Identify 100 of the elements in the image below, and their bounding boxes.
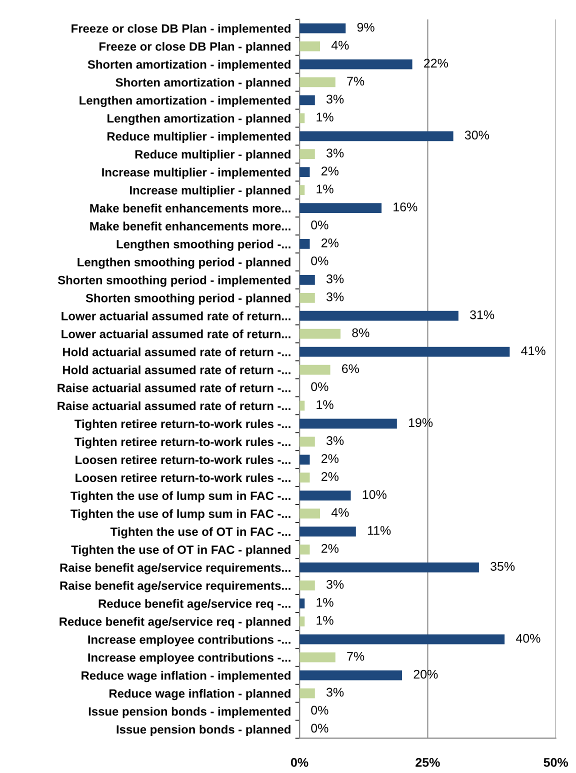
- data-label: 10%: [362, 490, 386, 499]
- y-tick-label: Shorten amortization - implemented: [88, 60, 290, 72]
- data-label: 1%: [316, 598, 334, 607]
- y-tick-label: Make benefit enhancements more...: [90, 204, 290, 212]
- data-label: 2%: [322, 544, 339, 553]
- y-tick-label: Reduce multiplier - planned: [135, 150, 290, 161]
- y-tick-label: Lengthen smoothing period -...: [116, 240, 290, 251]
- y-tick-label: Tighten the use of lump sum in FAC -...: [70, 509, 290, 520]
- data-label: 16%: [394, 202, 418, 212]
- bar: [300, 292, 315, 303]
- y-tick-label: Hold actuarial assumed rate of return -...: [63, 365, 290, 374]
- y-tick-label: Reduce benefit age/service req - planned: [60, 617, 290, 628]
- data-label: 2%: [322, 238, 339, 248]
- y-tick-label: Increase employee contributions -...: [88, 653, 290, 664]
- bar: [300, 328, 341, 339]
- data-label: 3%: [326, 688, 344, 697]
- bar: [300, 239, 310, 249]
- bar: [300, 490, 351, 501]
- data-label: 0%: [311, 382, 328, 392]
- y-tick-label: Lengthen amortization - implemented: [80, 96, 290, 108]
- y-tick-label: Increase multiplier - planned: [130, 186, 290, 197]
- data-label: 40%: [516, 634, 540, 643]
- bar: [300, 346, 510, 357]
- data-label: 9%: [357, 22, 374, 32]
- y-tick-label: Shorten smoothing period - planned: [86, 294, 290, 305]
- bar: [300, 688, 315, 698]
- y-tick-label: Increase employee contributions -...: [88, 635, 290, 646]
- data-label: 3%: [326, 436, 344, 446]
- bar: [300, 131, 454, 142]
- bar: [300, 274, 315, 285]
- data-label: 0%: [311, 256, 328, 266]
- data-label: 3%: [326, 94, 344, 104]
- data-label: 7%: [347, 76, 364, 86]
- y-tick-label: Issue pension bonds - implemented: [88, 706, 290, 718]
- y-tick-label: Raise actuarial assumed rate of return -...: [58, 401, 290, 410]
- y-tick-label: Increase multiplier - implemented: [102, 168, 290, 179]
- data-label: 22%: [424, 58, 448, 68]
- bar: [300, 580, 315, 590]
- data-label: 3%: [326, 274, 344, 284]
- bar: [300, 23, 346, 34]
- y-tick-label: Tighten the use of lump sum in FAC -...: [70, 491, 290, 502]
- x-tick-label: 25%: [416, 758, 440, 767]
- data-label: 3%: [326, 580, 344, 589]
- data-label: 0%: [311, 220, 328, 230]
- data-label: 0%: [311, 706, 328, 715]
- x-tick-label: 0%: [290, 758, 308, 767]
- y-tick-label: Lower actuarial assumed rate of return...: [62, 330, 290, 338]
- bar: [300, 508, 320, 519]
- data-label: 3%: [326, 292, 344, 302]
- bar: [300, 149, 315, 160]
- data-label: 19%: [408, 418, 433, 428]
- bar: [300, 634, 505, 644]
- y-tick-label: Shorten smoothing period - implemented: [58, 276, 290, 287]
- y-tick-label: Tighten retiree return-to-work rules -...: [74, 419, 290, 431]
- bar: [300, 59, 412, 70]
- y-tick-label: Freeze or close DB Plan - implemented: [72, 24, 290, 36]
- y-tick-label: Tighten the use of OT in FAC -...: [110, 527, 290, 538]
- bar: [300, 364, 330, 375]
- data-label: 2%: [322, 472, 339, 481]
- y-tick-label: Shorten amortization - planned: [116, 78, 290, 90]
- bar: [300, 95, 315, 106]
- y-tick-label: Raise benefit age/service requirements...: [60, 581, 290, 592]
- bar: [300, 418, 397, 429]
- data-label: 1%: [316, 184, 334, 194]
- data-label: 35%: [490, 562, 515, 571]
- y-tick-label: Lengthen amortization - planned: [108, 114, 290, 126]
- data-label: 30%: [464, 130, 489, 140]
- data-label: 6%: [342, 364, 360, 374]
- y-tick-label: Reduce wage inflation - planned: [110, 688, 290, 700]
- x-tick-label: 50%: [544, 758, 568, 767]
- y-tick-label: Freeze or close DB Plan - planned: [100, 42, 290, 54]
- data-label: 20%: [414, 670, 438, 679]
- bar: [300, 562, 479, 572]
- bar: [300, 526, 356, 536]
- y-tick-label: Hold actuarial assumed rate of return -...: [63, 347, 290, 356]
- data-label: 1%: [316, 112, 334, 122]
- bar: [300, 652, 336, 662]
- y-tick-label: Loosen retiree return-to-work rules -...: [76, 455, 290, 464]
- y-tick-label: Lengthen smoothing period - planned: [78, 258, 290, 269]
- data-label: 7%: [347, 652, 364, 661]
- y-tick-label: Raise actuarial assumed rate of return -...: [58, 383, 290, 392]
- bar: [300, 472, 310, 483]
- y-tick-label: Raise benefit age/service requirements...: [60, 563, 290, 574]
- y-tick-label: Reduce benefit age/service req -...: [98, 599, 290, 610]
- y-tick-label: Tighten the use of OT in FAC - planned: [71, 545, 290, 556]
- bar: [300, 310, 458, 321]
- bar: [300, 670, 402, 680]
- bar: [300, 41, 320, 52]
- data-label: 1%: [316, 400, 334, 410]
- data-label: 4%: [331, 40, 349, 50]
- data-label: 4%: [331, 508, 349, 517]
- data-label: 31%: [470, 310, 494, 320]
- bar: [300, 167, 310, 178]
- bar: [300, 77, 336, 88]
- y-tick-label: Make benefit enhancements more...: [90, 222, 290, 230]
- bar: [300, 544, 310, 554]
- bar: [300, 436, 315, 447]
- y-tick-label: Reduce multiplier - implemented: [107, 132, 290, 143]
- bar: [300, 203, 382, 213]
- y-tick-label: Tighten retiree return-to-work rules -...: [74, 437, 290, 449]
